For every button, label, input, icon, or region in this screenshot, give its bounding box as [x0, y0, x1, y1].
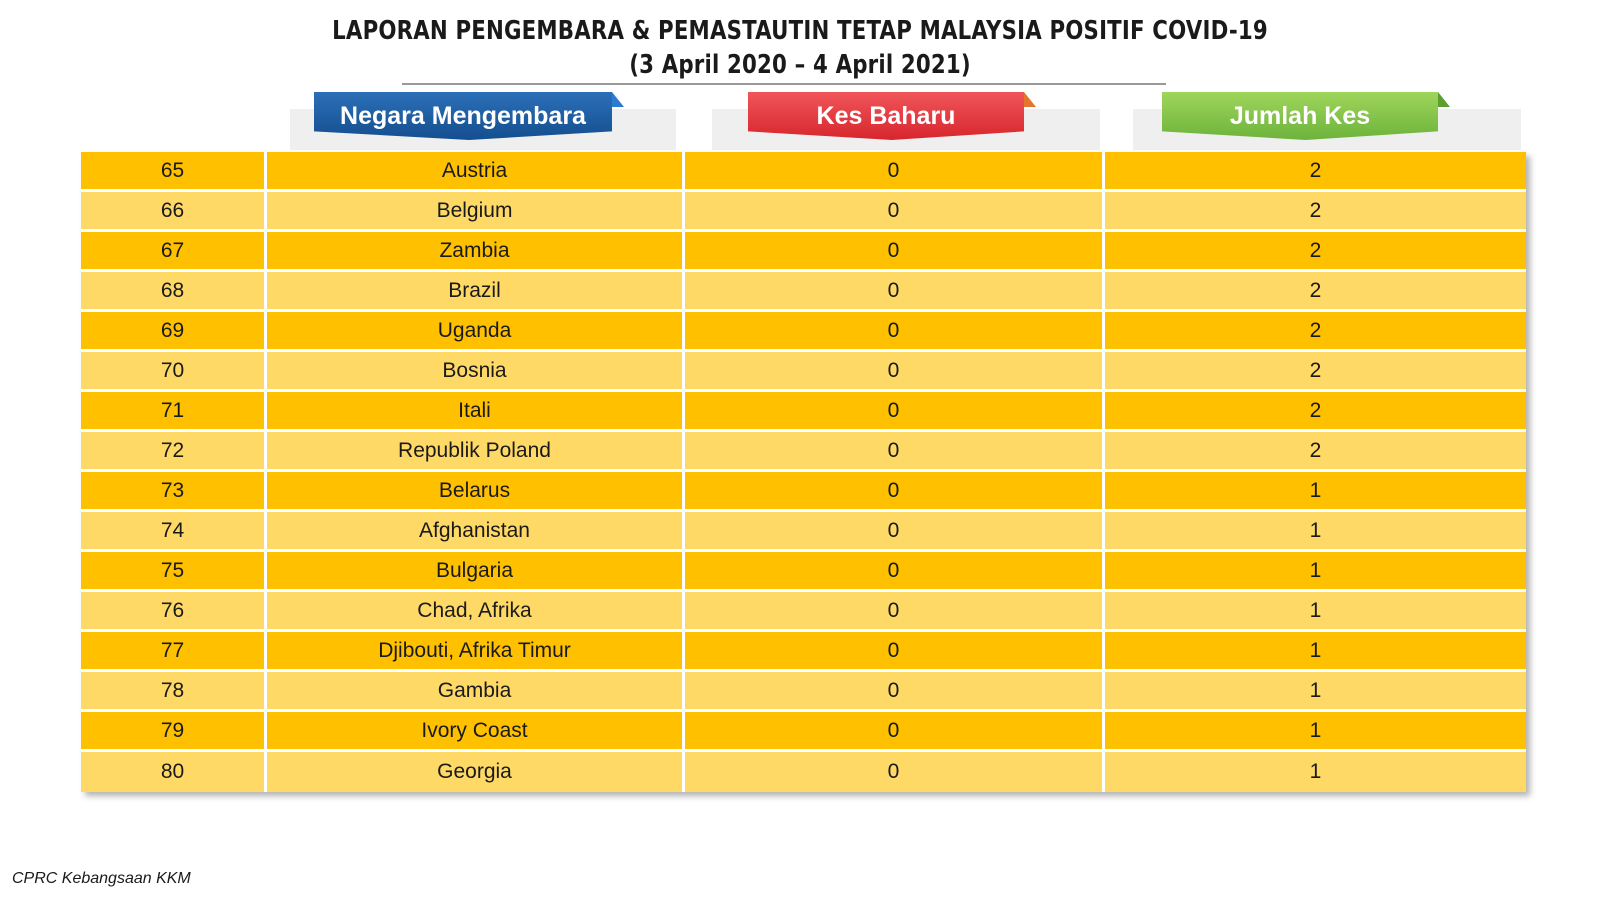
country-cell: Itali — [267, 392, 685, 429]
table-row: 69 Uganda 0 2 — [81, 312, 1526, 352]
total-cases-cell: 1 — [1105, 672, 1526, 709]
total-cases-cell: 1 — [1105, 752, 1526, 792]
new-cases-cell: 0 — [685, 432, 1105, 469]
table-row: 80 Georgia 0 1 — [81, 752, 1526, 792]
new-cases-cell: 0 — [685, 352, 1105, 389]
new-cases-cell: 0 — [685, 672, 1105, 709]
row-number: 69 — [81, 312, 267, 349]
table-row: 68 Brazil 0 2 — [81, 272, 1526, 312]
country-column-header: Negara Mengembara — [314, 92, 612, 140]
new-cases-cell: 0 — [685, 512, 1105, 549]
source-footer: CPRC Kebangsaan KKM — [12, 870, 191, 887]
total-cases-cell: 1 — [1105, 472, 1526, 509]
new-cases-cell: 0 — [685, 392, 1105, 429]
new-cases-header-fold — [1024, 92, 1036, 107]
total-cases-cell: 1 — [1105, 552, 1526, 589]
total-cases-cell: 2 — [1105, 272, 1526, 309]
title-divider — [402, 83, 1166, 85]
total-cases-cell: 1 — [1105, 632, 1526, 669]
table-row: 66 Belgium 0 2 — [81, 192, 1526, 232]
row-number: 73 — [81, 472, 267, 509]
total-cases-cell: 2 — [1105, 152, 1526, 189]
new-cases-cell: 0 — [685, 272, 1105, 309]
row-number: 76 — [81, 592, 267, 629]
country-cell: Zambia — [267, 232, 685, 269]
row-number: 66 — [81, 192, 267, 229]
table-row: 72 Republik Poland 0 2 — [81, 432, 1526, 472]
title-line-1: LAPORAN PENGEMBARA & PEMASTAUTIN TETAP M… — [332, 16, 1268, 46]
country-cell: Gambia — [267, 672, 685, 709]
total-cases-cell: 2 — [1105, 192, 1526, 229]
country-cell: Chad, Afrika — [267, 592, 685, 629]
total-cases-cell: 2 — [1105, 232, 1526, 269]
country-cell: Ivory Coast — [267, 712, 685, 749]
total-cases-header-fold — [1438, 92, 1450, 107]
country-cell: Djibouti, Afrika Timur — [267, 632, 685, 669]
row-number: 77 — [81, 632, 267, 669]
total-cases-cell: 2 — [1105, 352, 1526, 389]
total-cases-cell: 2 — [1105, 392, 1526, 429]
row-number: 75 — [81, 552, 267, 589]
row-number: 79 — [81, 712, 267, 749]
country-header-fold — [612, 92, 624, 107]
table-row: 65 Austria 0 2 — [81, 152, 1526, 192]
total-cases-cell: 1 — [1105, 592, 1526, 629]
row-number: 78 — [81, 672, 267, 709]
table-row: 67 Zambia 0 2 — [81, 232, 1526, 272]
row-number: 70 — [81, 352, 267, 389]
row-number: 71 — [81, 392, 267, 429]
table-row: 74 Afghanistan 0 1 — [81, 512, 1526, 552]
table-row: 73 Belarus 0 1 — [81, 472, 1526, 512]
country-cell: Belgium — [267, 192, 685, 229]
table-row: 70 Bosnia 0 2 — [81, 352, 1526, 392]
table-row: 77 Djibouti, Afrika Timur 0 1 — [81, 632, 1526, 672]
table-row: 78 Gambia 0 1 — [81, 672, 1526, 712]
new-cases-cell: 0 — [685, 192, 1105, 229]
total-cases-cell: 2 — [1105, 432, 1526, 469]
table-row: 75 Bulgaria 0 1 — [81, 552, 1526, 592]
total-cases-column-header: Jumlah Kes — [1162, 92, 1438, 140]
country-cell: Georgia — [267, 752, 685, 792]
row-number: 67 — [81, 232, 267, 269]
title-line-2: (3 April 2020 – 4 April 2021) — [629, 50, 971, 80]
country-cell: Republik Poland — [267, 432, 685, 469]
row-number: 74 — [81, 512, 267, 549]
row-number: 68 — [81, 272, 267, 309]
country-cell: Brazil — [267, 272, 685, 309]
new-cases-cell: 0 — [685, 552, 1105, 589]
new-cases-column-header: Kes Baharu — [748, 92, 1024, 140]
total-cases-cell: 1 — [1105, 712, 1526, 749]
total-cases-cell: 1 — [1105, 512, 1526, 549]
country-cell: Belarus — [267, 472, 685, 509]
new-cases-cell: 0 — [685, 592, 1105, 629]
report-title: LAPORAN PENGEMBARA & PEMASTAUTIN TETAP M… — [0, 14, 1600, 82]
row-number: 80 — [81, 752, 267, 792]
row-number: 65 — [81, 152, 267, 189]
new-cases-cell: 0 — [685, 752, 1105, 792]
table-row: 79 Ivory Coast 0 1 — [81, 712, 1526, 752]
country-cell: Austria — [267, 152, 685, 189]
country-cell: Bosnia — [267, 352, 685, 389]
total-cases-cell: 2 — [1105, 312, 1526, 349]
new-cases-cell: 0 — [685, 232, 1105, 269]
new-cases-cell: 0 — [685, 152, 1105, 189]
new-cases-cell: 0 — [685, 472, 1105, 509]
country-cell: Afghanistan — [267, 512, 685, 549]
row-number: 72 — [81, 432, 267, 469]
table-row: 76 Chad, Afrika 0 1 — [81, 592, 1526, 632]
new-cases-cell: 0 — [685, 632, 1105, 669]
country-cell: Bulgaria — [267, 552, 685, 589]
new-cases-cell: 0 — [685, 712, 1105, 749]
table-row: 71 Itali 0 2 — [81, 392, 1526, 432]
new-cases-cell: 0 — [685, 312, 1105, 349]
cases-table: 65 Austria 0 2 66 Belgium 0 2 67 Zambia 0 2 68 Brazil… — [81, 152, 1526, 792]
country-cell: Uganda — [267, 312, 685, 349]
